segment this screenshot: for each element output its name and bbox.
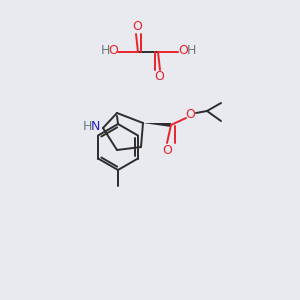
Text: O: O <box>154 70 164 83</box>
Text: N: N <box>90 121 100 134</box>
Text: O: O <box>185 109 195 122</box>
Text: H: H <box>186 44 196 58</box>
Text: H: H <box>100 44 110 58</box>
Text: H: H <box>82 119 92 133</box>
Text: O: O <box>162 143 172 157</box>
Polygon shape <box>143 123 171 127</box>
Text: O: O <box>178 44 188 58</box>
Text: O: O <box>132 20 142 34</box>
Text: O: O <box>108 44 118 58</box>
